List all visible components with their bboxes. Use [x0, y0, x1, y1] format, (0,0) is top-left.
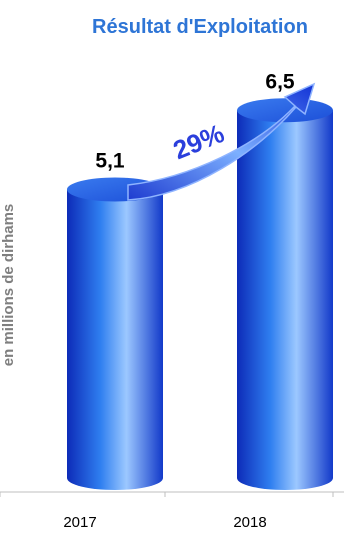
- growth-arrow: [127, 82, 316, 201]
- chart-title: Résultat d'Exploitation: [92, 16, 308, 38]
- bar-cap-2018: [237, 98, 333, 123]
- y-axis-label: en millions de dirhams: [0, 204, 17, 367]
- value-label-2017: 5,1: [95, 149, 125, 172]
- x-tick-label-2018: 2018: [233, 514, 266, 531]
- bars-group: 5,1 6,5: [67, 70, 333, 491]
- x-tick-label-2017: 2017: [63, 514, 96, 531]
- bar-body-2018: [237, 110, 333, 491]
- x-tick-labels: 2017 2018: [63, 514, 266, 531]
- bar-2018: 6,5: [237, 70, 333, 491]
- bar-body-2017: [67, 189, 163, 490]
- bar-2017: 5,1: [67, 149, 163, 490]
- value-label-2018: 6,5: [265, 70, 295, 93]
